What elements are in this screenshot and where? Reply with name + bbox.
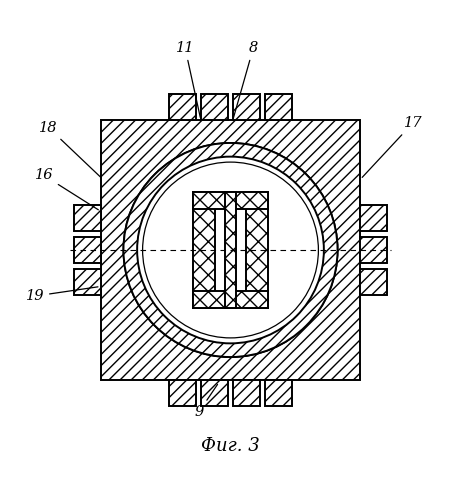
Text: 18: 18 <box>39 120 101 178</box>
Bar <box>74 268 100 295</box>
Text: 17: 17 <box>362 116 422 178</box>
Bar <box>361 205 387 232</box>
Bar <box>361 237 387 263</box>
Bar <box>74 237 100 263</box>
Bar <box>193 192 268 209</box>
Bar <box>233 380 260 406</box>
Bar <box>201 380 228 406</box>
Bar <box>201 94 228 120</box>
Text: Фиг. 3: Фиг. 3 <box>201 437 260 455</box>
Text: 19: 19 <box>25 287 98 303</box>
Text: 16: 16 <box>35 168 98 210</box>
Bar <box>246 192 268 308</box>
Bar <box>193 291 268 308</box>
Bar <box>361 268 387 295</box>
Bar <box>225 192 236 308</box>
Circle shape <box>137 156 324 344</box>
Bar <box>265 380 291 406</box>
Text: 11: 11 <box>176 41 200 117</box>
Bar <box>170 380 196 406</box>
Bar <box>233 94 260 120</box>
Circle shape <box>124 143 337 357</box>
Bar <box>170 94 196 120</box>
Bar <box>265 94 291 120</box>
Bar <box>74 205 100 232</box>
Text: 9: 9 <box>194 384 218 419</box>
Circle shape <box>124 143 337 357</box>
Bar <box>193 192 215 308</box>
Bar <box>100 120 361 380</box>
Text: 8: 8 <box>234 41 258 117</box>
